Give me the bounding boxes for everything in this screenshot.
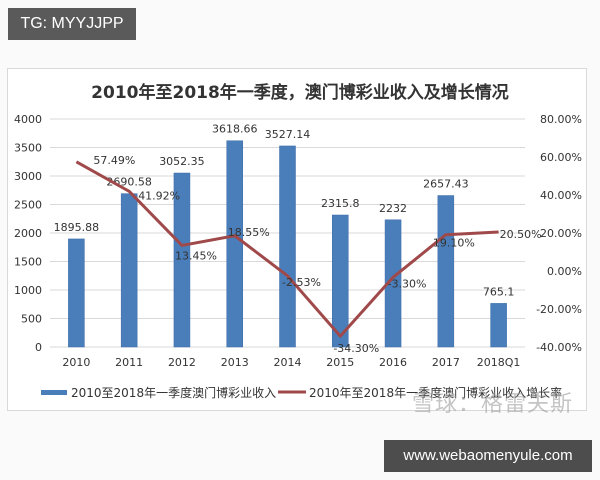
line-value-label: 13.45% bbox=[175, 249, 217, 262]
right-axis: -40.00% -20.00% 0.00% 20.00% 40.00% 60.00% 80.… bbox=[536, 113, 582, 354]
x-tick-label: 2013 bbox=[221, 356, 249, 369]
left-tick-label: 3500 bbox=[14, 142, 42, 155]
x-tick-label: 2016 bbox=[379, 356, 407, 369]
bar-value-label: 765.1 bbox=[483, 285, 515, 298]
x-tick-label: 2011 bbox=[115, 356, 143, 369]
x-tick-label: 2014 bbox=[274, 356, 302, 369]
watermark: 雪球：格雷夫斯 bbox=[412, 392, 574, 417]
left-tick-label: 0 bbox=[35, 341, 42, 354]
x-tick-label: 2018Q1 bbox=[477, 356, 521, 369]
right-tick-label: 40.00% bbox=[540, 189, 582, 202]
x-tick-label: 2017 bbox=[432, 356, 460, 369]
growth-line bbox=[75, 160, 499, 338]
legend-bar-label: 2010至2018年一季度澳门博彩业收入 bbox=[71, 385, 276, 400]
right-tick-label: 80.00% bbox=[540, 113, 582, 126]
bar-value-label: 3527.14 bbox=[265, 128, 311, 141]
bar-value-label: 3052.35 bbox=[159, 155, 205, 168]
bar-value-label: 2657.43 bbox=[423, 178, 469, 191]
right-tick-label: 20.00% bbox=[540, 227, 582, 240]
line-value-label: 19.10% bbox=[433, 237, 475, 250]
right-tick-label: -40.00% bbox=[536, 341, 582, 354]
bar-value-label: 2315.8 bbox=[321, 197, 360, 210]
tg-tag: TG: MYYJJPP bbox=[8, 8, 136, 40]
left-tick-label: 2000 bbox=[14, 227, 42, 240]
x-tick-label: 2012 bbox=[168, 356, 196, 369]
line-value-label: -3.30% bbox=[388, 277, 427, 290]
bar bbox=[332, 214, 349, 348]
legend: 2010至2018年一季度澳门博彩业收入 2010年至2018年一季度澳门博彩业收… bbox=[41, 385, 562, 400]
left-tick-label: 1000 bbox=[14, 284, 42, 297]
bar bbox=[173, 172, 191, 348]
line-value-label: 18.55% bbox=[228, 226, 270, 239]
bar-value-label: 2232 bbox=[379, 202, 407, 215]
line-value-label: 20.50% bbox=[500, 228, 542, 241]
x-tick-label: 2010 bbox=[62, 356, 90, 369]
left-tick-label: 2500 bbox=[14, 199, 42, 212]
bar bbox=[120, 193, 138, 348]
bar-value-label: 3618.66 bbox=[212, 123, 258, 136]
chart-title: 2010年至2018年一季度，澳门博彩业收入及增长情况 bbox=[91, 82, 509, 103]
bar bbox=[384, 219, 402, 348]
x-axis: 2010 2011 2012 2013 2014 2015 2016 2017 2018Q1 bbox=[62, 356, 520, 369]
left-tick-label: 500 bbox=[21, 313, 42, 326]
line-value-label: -34.30% bbox=[333, 342, 379, 355]
left-tick-label: 3000 bbox=[14, 170, 42, 183]
bar bbox=[68, 238, 85, 348]
line-value-label: -2.53% bbox=[282, 276, 321, 289]
left-tick-label: 1500 bbox=[14, 256, 42, 269]
line-value-label: 41.92% bbox=[138, 189, 180, 202]
bar-value-label: 1895.88 bbox=[54, 221, 100, 234]
right-tick-label: 60.00% bbox=[540, 151, 582, 164]
legend-line-label: 2010年至2018年一季度澳门博彩业收入增长率 bbox=[309, 385, 562, 400]
bar bbox=[437, 195, 455, 348]
line-series: 57.49% 41.92% 13.45% 18.55% -2.53% -34.30% -3.… bbox=[75, 154, 542, 355]
legend-bar-swatch bbox=[41, 390, 67, 395]
bar bbox=[226, 140, 243, 348]
line-value-label: 57.49% bbox=[93, 154, 135, 167]
x-tick-label: 2015 bbox=[326, 356, 354, 369]
footer-url: www.webaomenyule.com bbox=[384, 440, 592, 472]
bar bbox=[490, 303, 507, 348]
right-tick-label: -20.00% bbox=[536, 303, 582, 316]
right-tick-label: 0.00% bbox=[547, 265, 582, 278]
chart-frame bbox=[7, 68, 587, 411]
bar bbox=[279, 145, 296, 348]
left-axis: 0 500 1000 1500 2000 2500 3000 3500 4000 bbox=[14, 113, 42, 354]
left-tick-label: 4000 bbox=[14, 113, 42, 126]
